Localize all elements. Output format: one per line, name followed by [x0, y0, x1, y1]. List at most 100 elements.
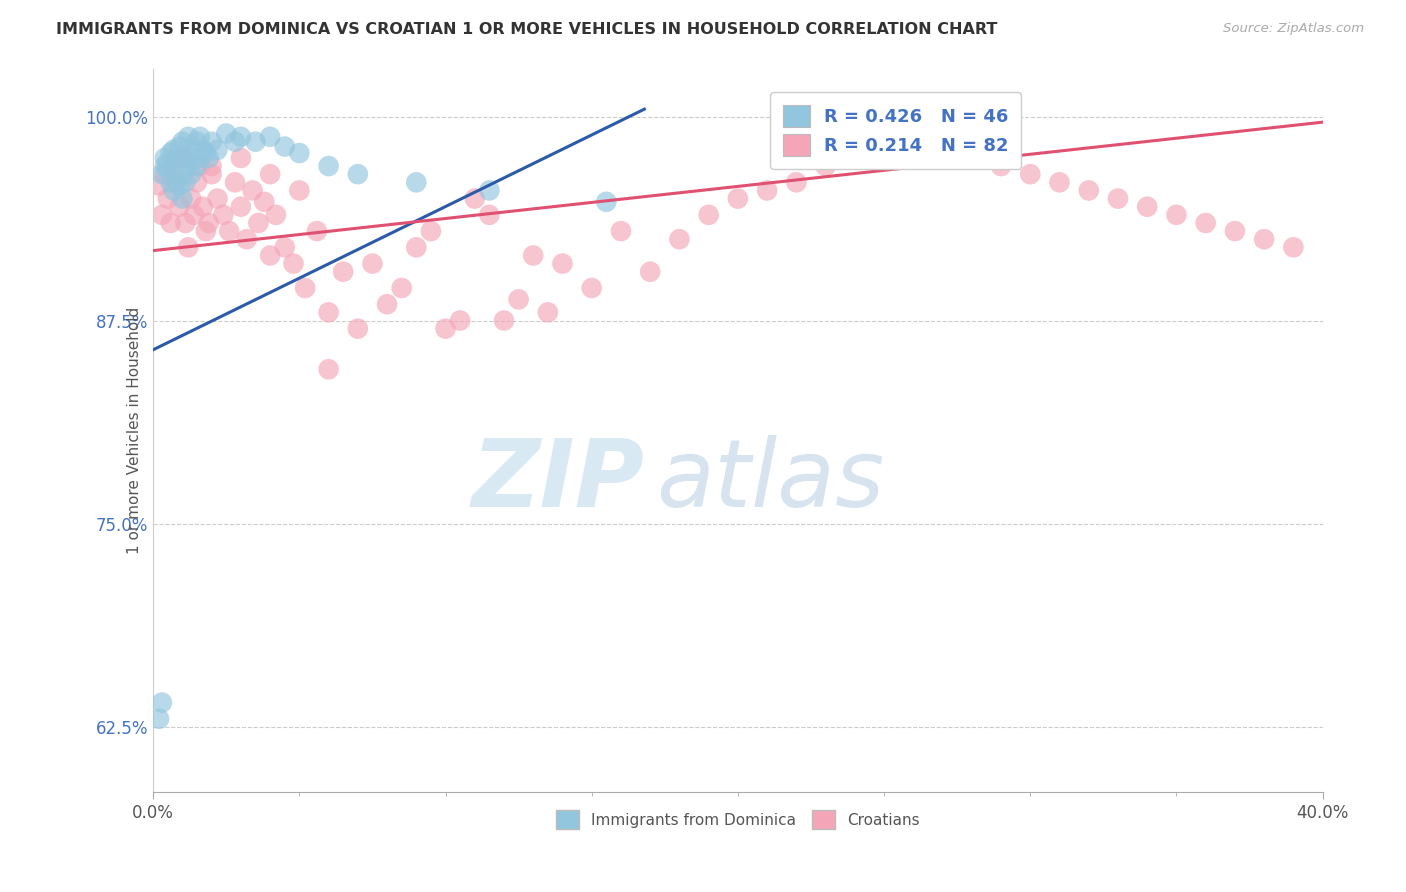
Point [814, 159, 837, 173]
Point [551, 257, 574, 271]
Point [668, 232, 690, 246]
Point [229, 129, 252, 144]
Point [201, 135, 224, 149]
Point [180, 192, 202, 206]
Point [201, 159, 224, 173]
Point [169, 178, 191, 193]
Text: Source: ZipAtlas.com: Source: ZipAtlas.com [1223, 22, 1364, 36]
Point [215, 127, 238, 141]
Point [188, 151, 211, 165]
Point [183, 143, 205, 157]
Point [148, 712, 170, 726]
Point [177, 129, 200, 144]
Point [346, 321, 368, 335]
Point [361, 257, 384, 271]
Point [150, 696, 173, 710]
Point [305, 224, 328, 238]
Point [212, 208, 235, 222]
Point [581, 281, 603, 295]
Point [174, 151, 197, 165]
Point [162, 143, 184, 157]
Point [253, 194, 276, 209]
Point [194, 146, 217, 161]
Point [274, 240, 297, 254]
Point [229, 151, 252, 165]
Point [153, 151, 176, 165]
Point [207, 192, 229, 206]
Point [172, 151, 194, 165]
Point [375, 297, 398, 311]
Point [638, 265, 661, 279]
Point [537, 305, 560, 319]
Point [177, 240, 200, 254]
Point [218, 224, 240, 238]
Point [1253, 232, 1275, 246]
Text: IMMIGRANTS FROM DOMINICA VS CROATIAN 1 OR MORE VEHICLES IN HOUSEHOLD CORRELATION: IMMIGRANTS FROM DOMINICA VS CROATIAN 1 O… [56, 22, 998, 37]
Point [224, 175, 246, 189]
Point [1019, 167, 1042, 181]
Point [478, 184, 501, 198]
Point [259, 129, 281, 144]
Point [224, 135, 246, 149]
Point [186, 135, 208, 149]
Point [1223, 224, 1246, 238]
Point [172, 167, 194, 181]
Point [727, 192, 749, 206]
Point [508, 293, 530, 307]
Point [197, 216, 219, 230]
Point [318, 305, 340, 319]
Point [148, 178, 170, 193]
Point [156, 156, 179, 170]
Point [180, 151, 202, 165]
Point [162, 159, 184, 173]
Point [166, 172, 188, 186]
Point [172, 135, 194, 149]
Point [197, 151, 219, 165]
Point [183, 208, 205, 222]
Point [478, 208, 501, 222]
Point [150, 208, 173, 222]
Point [201, 167, 224, 181]
Point [288, 184, 311, 198]
Text: atlas: atlas [657, 435, 884, 526]
Point [903, 127, 925, 141]
Point [174, 216, 197, 230]
Point [756, 184, 779, 198]
Point [1166, 208, 1188, 222]
Point [288, 146, 311, 161]
Point [245, 135, 267, 149]
Point [174, 175, 197, 189]
Point [1107, 192, 1129, 206]
Point [191, 143, 214, 157]
Point [150, 167, 173, 181]
Point [159, 146, 181, 161]
Point [610, 224, 633, 238]
Point [166, 175, 188, 189]
Text: ZIP: ZIP [471, 435, 644, 527]
Point [1077, 184, 1099, 198]
Point [188, 159, 211, 173]
Point [318, 362, 340, 376]
Point [172, 151, 194, 165]
Point [873, 135, 896, 149]
Point [990, 159, 1012, 173]
Point [162, 184, 184, 198]
Point [318, 159, 340, 173]
Point [346, 167, 368, 181]
Point [522, 248, 544, 262]
Point [177, 159, 200, 173]
Point [247, 216, 270, 230]
Y-axis label: 1 or more Vehicles in Household: 1 or more Vehicles in Household [127, 307, 142, 554]
Point [186, 159, 208, 173]
Point [191, 200, 214, 214]
Point [492, 313, 515, 327]
Point [194, 224, 217, 238]
Point [274, 139, 297, 153]
Point [595, 194, 617, 209]
Point [169, 139, 191, 153]
Point [332, 265, 354, 279]
Point [207, 143, 229, 157]
Point [159, 216, 181, 230]
Point [153, 159, 176, 173]
Point [391, 281, 413, 295]
